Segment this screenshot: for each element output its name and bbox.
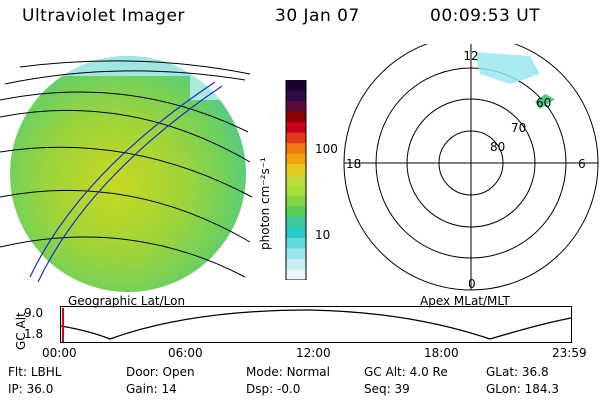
colorbar-band	[286, 122, 306, 134]
colorbar-band	[286, 258, 306, 271]
colorbar-band	[286, 143, 306, 155]
altitude-timeline-plot	[60, 306, 572, 343]
time-label: 00:09:53 UT	[430, 6, 541, 26]
colorbar-band	[286, 80, 306, 92]
mlt-label-0: 0	[468, 277, 476, 291]
status-flt: Flt: LBHL	[8, 365, 62, 379]
timeline-ytick-9: 9.0	[24, 306, 44, 320]
colorbar-band	[286, 227, 306, 239]
color-scale-bar	[285, 80, 307, 280]
colorbar-band	[286, 206, 306, 218]
status-ip: IP: 36.0	[8, 382, 54, 396]
colorbar-band	[286, 132, 306, 144]
polar-mlat-mlt-plot: 12 18 6 0 60 70 80	[343, 44, 599, 291]
colorbar-band	[286, 216, 306, 228]
mlat-label-70: 70	[511, 121, 526, 135]
colorbar-band	[286, 101, 306, 113]
status-gain: Gain: 14	[126, 382, 177, 396]
status-glon: GLon: 184.3	[486, 382, 559, 396]
colorbar-band	[286, 195, 306, 207]
timeline-ytick-1.8: 1.8	[24, 327, 44, 341]
lat-lon-grid	[0, 60, 253, 278]
colorbar-band	[286, 174, 306, 186]
colorbar-band	[286, 153, 306, 165]
earth-disk	[10, 56, 246, 292]
colorbar-tick-10: 10	[315, 228, 331, 242]
status-gc-alt: GC Alt: 4.0 Re	[364, 365, 448, 379]
mlt-label-6: 6	[578, 157, 586, 171]
mlat-label-80: 80	[490, 140, 505, 154]
colorbar-band	[286, 111, 306, 123]
geographic-image-panel	[0, 56, 253, 292]
orbit-track	[29, 81, 223, 283]
mlt-label-12: 12	[463, 49, 478, 63]
colorbar-band	[286, 90, 306, 102]
status-door: Door: Open	[126, 365, 195, 379]
timeline-xtick-1200: 12:00	[296, 346, 331, 360]
mlat-label-60: 60	[536, 96, 551, 110]
colorbar-band	[286, 237, 306, 250]
status-seq: Seq: 39	[364, 382, 410, 396]
timeline-xtick-2359: 23:59	[552, 346, 587, 360]
status-dsp: Dsp: -0.0	[246, 382, 301, 396]
instrument-title: Ultraviolet Imager	[22, 6, 185, 26]
geographic-caption: Geographic Lat/Lon	[68, 294, 186, 308]
status-mode: Mode: Normal	[246, 365, 330, 379]
apex-caption: Apex MLat/MLT	[420, 294, 510, 308]
mlt-label-18: 18	[346, 157, 361, 171]
colorbar-band	[286, 185, 306, 197]
status-glat: GLat: 36.8	[486, 365, 549, 379]
colorbar-band	[286, 164, 306, 176]
colorbar-tick-100: 100	[315, 142, 338, 156]
timeline-xtick-0000: 00:00	[42, 346, 77, 360]
colorbar-unit-label: photon cm⁻²s⁻¹	[258, 157, 272, 250]
date-label: 30 Jan 07	[275, 6, 360, 26]
colorbar-band	[286, 248, 306, 260]
timeline-xtick-0600: 06:00	[168, 346, 203, 360]
colorbar-band	[286, 269, 306, 280]
timeline-xtick-1800: 18:00	[424, 346, 459, 360]
